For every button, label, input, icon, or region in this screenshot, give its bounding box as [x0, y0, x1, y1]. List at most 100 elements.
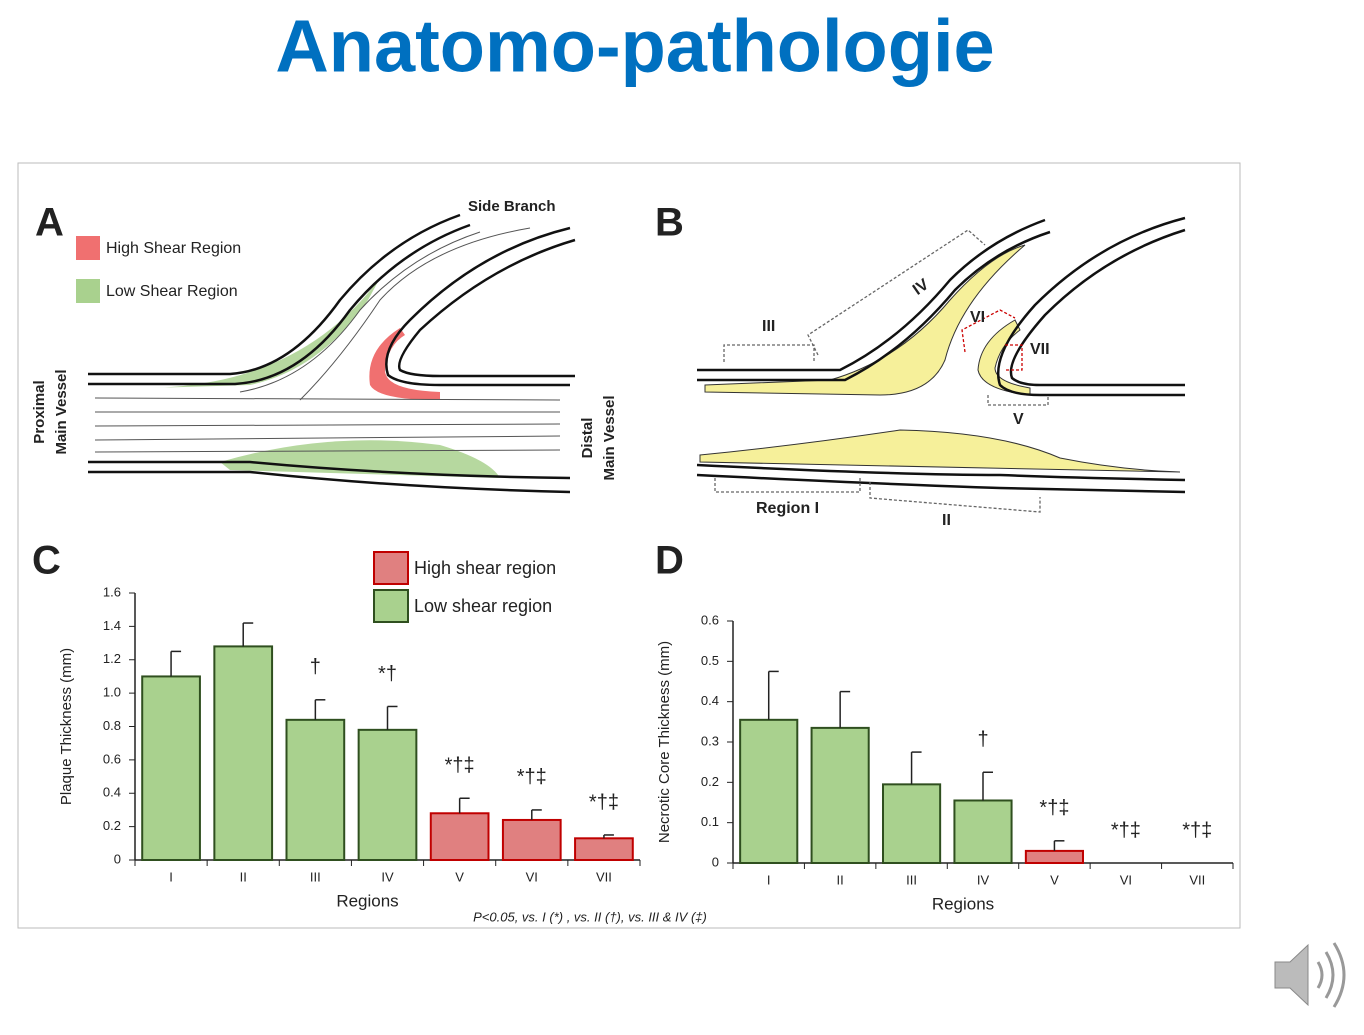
legend-swatch	[76, 279, 100, 303]
x-tick-label: I	[767, 872, 771, 887]
x-tick-label: III	[906, 872, 917, 887]
bar	[574, 837, 634, 862]
vessel-wall	[88, 223, 471, 386]
bar	[739, 718, 799, 864]
y-tick-label: 0.1	[701, 814, 719, 829]
vessel-wall	[1009, 228, 1186, 387]
panel-b: B Region I II III IV V VI VII	[655, 201, 1186, 529]
region-brackets	[714, 229, 1049, 513]
region-label: II	[942, 512, 951, 529]
legend-swatch	[373, 589, 409, 623]
panel-letter: B	[655, 201, 684, 245]
x-tick-label: I	[169, 869, 173, 884]
legend-label: Low shear region	[414, 596, 552, 616]
x-tick-label: V	[455, 869, 464, 884]
y-tick-label: 1.0	[103, 685, 121, 700]
y-tick-label: 0	[114, 851, 121, 866]
high-shear-region	[369, 328, 440, 400]
low-shear-region	[150, 278, 380, 388]
y-axis-label: Plaque Thickness (mm)	[58, 648, 75, 805]
y-tick-label: 1.4	[103, 618, 121, 633]
plaque	[699, 429, 1181, 473]
slide-title: Anatomo-pathologie	[275, 5, 994, 88]
significance-label: *†‡	[589, 791, 619, 813]
axis-label: Main Vessel	[601, 395, 618, 480]
vessel-wall	[88, 213, 461, 376]
bar	[213, 645, 274, 862]
significance-label: *†‡	[517, 766, 547, 788]
bar	[501, 818, 562, 862]
panel-letter: A	[35, 201, 64, 245]
y-tick-label: 0.8	[103, 718, 121, 733]
legend-swatch	[373, 551, 409, 585]
region-label: Region I	[756, 500, 819, 517]
vessel-wall	[996, 216, 1186, 397]
x-tick-label: VI	[1120, 872, 1132, 887]
x-axis-label: Regions	[336, 891, 398, 910]
vessel-wall	[697, 230, 1051, 382]
flow-lines	[94, 227, 561, 453]
y-tick-label: 1.2	[103, 651, 121, 666]
y-tick-label: 0.6	[701, 612, 719, 627]
y-tick-label: 0.5	[701, 653, 719, 668]
bar	[953, 799, 1013, 865]
x-tick-label: II	[837, 872, 844, 887]
axis-label: Distal	[579, 418, 596, 459]
axis-label: Proximal	[31, 380, 48, 443]
significance-label: *†‡	[1182, 819, 1212, 841]
legend-label: High Shear Region	[106, 240, 241, 257]
vessel-wall	[88, 470, 571, 494]
vessel-wall	[397, 238, 576, 378]
low-shear-region	[220, 440, 500, 478]
footnote: P<0.05, vs. I (*) , vs. II (†), vs. III …	[473, 909, 707, 924]
vessel-wall	[385, 226, 571, 387]
bar	[1024, 849, 1085, 865]
y-tick-label: 0.4	[103, 785, 121, 800]
bar	[429, 812, 490, 862]
y-tick-label: 1.6	[103, 584, 121, 599]
label: Side Branch	[468, 198, 556, 215]
y-tick-label: 0.6	[103, 751, 121, 766]
y-tick-label: 0.2	[701, 774, 719, 789]
x-tick-label: VI	[526, 869, 538, 884]
region-label: V	[1013, 411, 1024, 428]
speaker-icon[interactable]	[1274, 942, 1346, 1008]
significance-label: †	[977, 729, 988, 751]
legend-swatch	[76, 236, 100, 260]
y-tick-label: 0.3	[701, 733, 719, 748]
significance-label: *†	[378, 663, 397, 685]
significance-label: †	[310, 656, 321, 678]
region-label: VII	[1030, 341, 1050, 358]
x-tick-label: IV	[977, 872, 990, 887]
bar	[357, 728, 418, 862]
bar	[882, 783, 942, 864]
vessel-wall	[88, 460, 571, 480]
x-tick-label: III	[310, 869, 321, 884]
x-tick-label: VII	[1189, 872, 1205, 887]
legend-label: Low Shear Region	[106, 283, 238, 300]
panel-letter: D	[655, 539, 684, 583]
x-tick-label: VII	[596, 869, 612, 884]
bar	[810, 726, 870, 865]
y-tick-label: 0.4	[701, 693, 719, 708]
region-label: VI	[970, 309, 985, 326]
y-tick-label: 0.2	[103, 818, 121, 833]
y-axis-label: Necrotic Core Thickness (mm)	[656, 641, 673, 843]
x-tick-label: V	[1050, 872, 1059, 887]
panel-letter: C	[32, 539, 61, 583]
significance-label: *†‡	[445, 755, 475, 777]
region-label: III	[762, 318, 775, 335]
plaque	[704, 244, 1026, 396]
axis-label: Main Vessel	[53, 369, 70, 454]
x-tick-label: IV	[381, 869, 394, 884]
y-tick-label: 0	[712, 854, 719, 869]
vessel-wall	[697, 218, 1046, 372]
bar	[285, 718, 346, 862]
bar	[141, 675, 201, 861]
legend-label: High shear region	[414, 558, 556, 578]
vessel-wall	[696, 463, 1186, 482]
x-tick-label: II	[240, 869, 247, 884]
vessel-wall	[696, 473, 1186, 494]
significance-label: *†‡	[1039, 797, 1069, 819]
